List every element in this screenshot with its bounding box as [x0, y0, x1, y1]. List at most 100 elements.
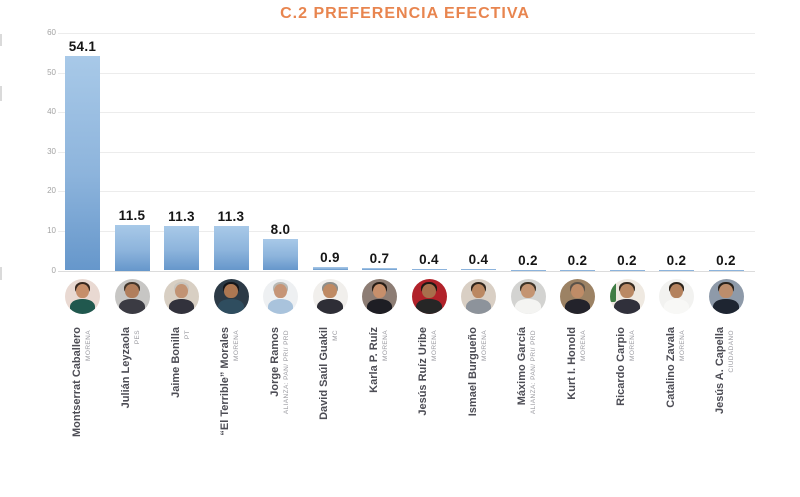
candidate-label: Karla P. Ruíz MORENA	[367, 327, 393, 400]
candidate-photo	[164, 278, 199, 314]
candidate-party: ALIANZA: PAN/ PRI/ PRD	[530, 330, 537, 415]
cropped-edge-artifact	[0, 86, 2, 101]
avatar-face	[719, 283, 733, 299]
candidate-photo	[411, 278, 447, 314]
candidate-name: Ismael Burgueño	[466, 327, 479, 417]
bar-value-label: 0.9	[320, 249, 340, 265]
candidate-name: Julián Leyzaola	[120, 327, 132, 409]
candidate-label: David Saúl Guakil MC	[317, 327, 343, 420]
candidate-label-rotated: Jesús Ruíz Uribe MORENA	[416, 327, 439, 497]
candidate-label-rotated: “El Terrible” Morales MORENA	[218, 327, 241, 497]
bar-value-label: 11.3	[168, 208, 195, 224]
avatar-face	[224, 283, 238, 299]
avatar-face	[372, 283, 387, 299]
avatar-torso	[515, 298, 541, 314]
candidate-name: Ricardo Carpio	[615, 327, 627, 406]
avatar-face	[174, 283, 189, 299]
avatar-face	[422, 283, 436, 299]
bar	[213, 225, 249, 271]
avatar-torso	[713, 298, 739, 314]
candidate-party: MORENA	[431, 330, 438, 361]
candidate-photo	[114, 278, 150, 314]
cropped-edge-artifact	[0, 267, 2, 280]
candidate-photo	[65, 278, 100, 314]
avatar-face	[521, 283, 535, 299]
candidate-photo	[510, 278, 546, 314]
y-axis-tick-label: 30	[47, 146, 56, 156]
avatar-face	[75, 283, 90, 299]
candidate-label: “El Terrible” Morales MORENA	[218, 327, 244, 436]
bar	[411, 268, 447, 271]
avatar-face	[323, 283, 337, 299]
candidate-label-rotated: Montserrat Caballero MORENA	[70, 327, 93, 497]
avatar-torso	[614, 298, 640, 314]
candidate-party: MORENA	[480, 330, 488, 361]
candidate-party: MORENA	[629, 330, 636, 361]
y-axis-tick-label: 60	[47, 28, 56, 37]
bar-value-label: 0.4	[468, 251, 489, 267]
bar-value-label: 0.2	[567, 252, 588, 268]
avatar-torso	[465, 298, 492, 314]
avatar-torso	[119, 298, 145, 314]
candidate-party: MORENA	[84, 330, 92, 361]
candidate-name: “El Terrible” Morales	[219, 327, 231, 436]
candidate-label: Jorge Ramos ALIANZA: PAN/ PRI/ PRD	[268, 327, 294, 414]
bar-value-label: 11.3	[217, 208, 245, 224]
bar-value-label: 0.2	[666, 252, 687, 268]
candidate-party: PT	[183, 330, 191, 340]
y-axis-tick-label: 0	[51, 265, 56, 275]
bar-value-label: 54.1	[68, 39, 97, 55]
candidate-party: ALIANZA: PAN/ PRI/ PRD	[282, 330, 290, 415]
candidate-label-rotated: Máximo García ALIANZA: PAN/ PRI/ PRD	[515, 327, 538, 497]
candidate-photo	[560, 278, 595, 314]
y-axis-tick-label: 10	[47, 225, 56, 235]
avatar-torso	[317, 298, 343, 314]
candidate-label: Máximo García ALIANZA: PAN/ PRI/ PRD	[515, 327, 541, 414]
avatar-torso	[267, 298, 294, 314]
avatar-face	[273, 283, 288, 299]
candidate-label-rotated: Karla P. Ruíz MORENA	[367, 327, 390, 497]
gridline	[58, 33, 755, 34]
y-axis-tick-label: 40	[47, 107, 56, 117]
candidate-label: Ismael Burgueño MORENA	[466, 327, 492, 416]
candidate-name: Máximo García	[516, 327, 528, 406]
candidate-photo	[659, 278, 694, 314]
candidate-party: MORENA	[381, 330, 389, 361]
gridline	[58, 191, 755, 193]
candidate-label-rotated: Catalino Zavala MORENA	[664, 327, 687, 497]
y-axis-tick-label: 50	[47, 67, 56, 77]
candidate-label: Montserrat Caballero MORENA	[70, 327, 96, 437]
bar	[510, 269, 546, 271]
candidate-name: Jesús A. Capella	[714, 327, 726, 415]
candidate-name: Catalino Zavala	[664, 327, 677, 408]
avatar-face	[620, 283, 634, 299]
candidate-label-rotated: Julián Leyzaola PES	[119, 327, 142, 497]
candidate-party: CIUDADANO	[728, 330, 735, 373]
candidate-label-rotated: Ismael Burgueño MORENA	[466, 327, 489, 497]
bar-value-label: 0.2	[617, 252, 637, 268]
gridline	[58, 270, 755, 272]
bar-value-label: 0.4	[419, 251, 439, 267]
bar-value-label: 0.2	[518, 252, 538, 268]
candidate-party: MORENA	[579, 330, 587, 361]
candidate-name: Kurt I. Honold	[565, 327, 578, 400]
candidate-label: Julián Leyzaola PES	[119, 327, 145, 408]
avatar-torso	[564, 298, 591, 314]
candidate-label-rotated: Jorge Ramos ALIANZA: PAN/ PRI/ PRD	[268, 327, 291, 497]
flag-accent	[610, 281, 617, 302]
gridline	[58, 72, 755, 74]
chart-title: C.2 PREFERENCIA EFECTIVA	[280, 5, 530, 22]
avatar-torso	[416, 298, 442, 314]
candidate-photo	[708, 278, 744, 314]
bar-value-label: 0.7	[369, 250, 390, 266]
candidate-label-rotated: David Saúl Guakil MC	[317, 327, 340, 497]
candidate-photo	[362, 278, 397, 314]
bar	[560, 269, 595, 271]
gridline	[58, 112, 755, 114]
bar	[164, 225, 199, 271]
candidate-party: PES	[134, 330, 141, 345]
bar	[312, 266, 348, 271]
candidate-photo	[263, 278, 298, 314]
candidate-photo	[609, 278, 645, 314]
bar	[609, 269, 645, 271]
